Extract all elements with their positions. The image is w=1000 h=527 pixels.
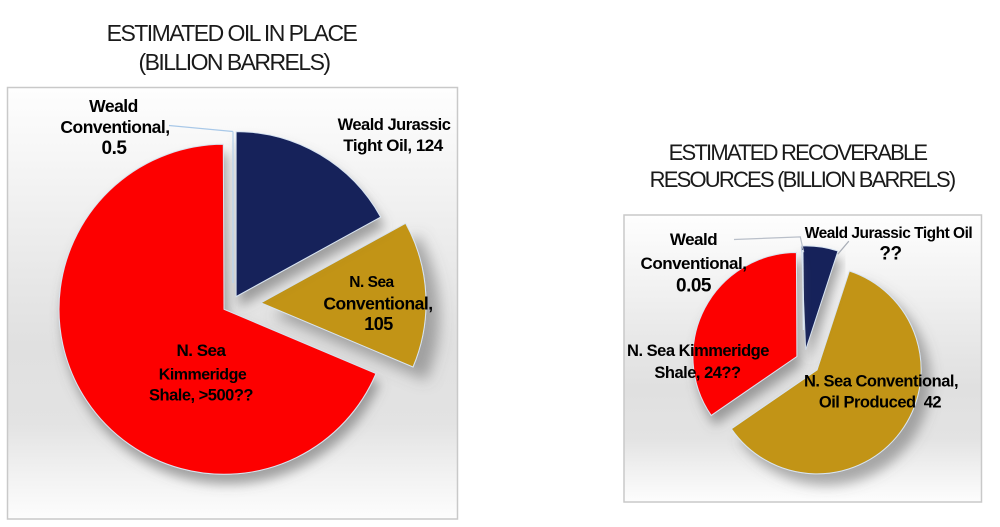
svg-text:(BILLION BARRELS): (BILLION BARRELS) [139,49,331,75]
svg-text:Conventional,: Conventional, [323,294,432,314]
svg-text:N. Sea: N. Sea [177,341,227,360]
svg-text:Conventional,: Conventional, [641,254,747,273]
svg-text:Shale, 24??: Shale, 24?? [654,364,741,382]
svg-text:Oil Produced 42: Oil Produced 42 [819,394,942,412]
svg-text:0.05: 0.05 [676,276,712,297]
svg-text:ESTIMATED OIL IN PLACE: ESTIMATED OIL IN PLACE [107,20,358,46]
svg-text:Conventional,: Conventional, [60,117,169,137]
svg-text:Weald: Weald [89,96,138,116]
svg-text:105: 105 [364,314,393,334]
svg-text:N. Sea: N. Sea [349,274,394,291]
svg-text:ESTIMATED RECOVERABLE: ESTIMATED RECOVERABLE [669,140,928,165]
svg-text:0.5: 0.5 [102,138,128,159]
svg-text:Tight Oil, 124: Tight Oil, 124 [343,136,443,155]
svg-text:RESOURCES (BILLION BARRELS): RESOURCES (BILLION BARRELS) [650,167,955,192]
svg-text:N. Sea Kimmeridge: N. Sea Kimmeridge [627,342,769,360]
svg-text:Shale, >500??: Shale, >500?? [149,387,253,405]
svg-text:??: ?? [879,244,901,265]
svg-text:Weald Jurassic Tight Oil: Weald Jurassic Tight Oil [805,225,973,242]
svg-text:Weald Jurassic: Weald Jurassic [338,116,451,134]
svg-text:N. Sea Conventional,: N. Sea Conventional, [804,373,958,391]
svg-text:Kimmeridge: Kimmeridge [159,367,247,384]
svg-text:Weald: Weald [670,230,717,249]
